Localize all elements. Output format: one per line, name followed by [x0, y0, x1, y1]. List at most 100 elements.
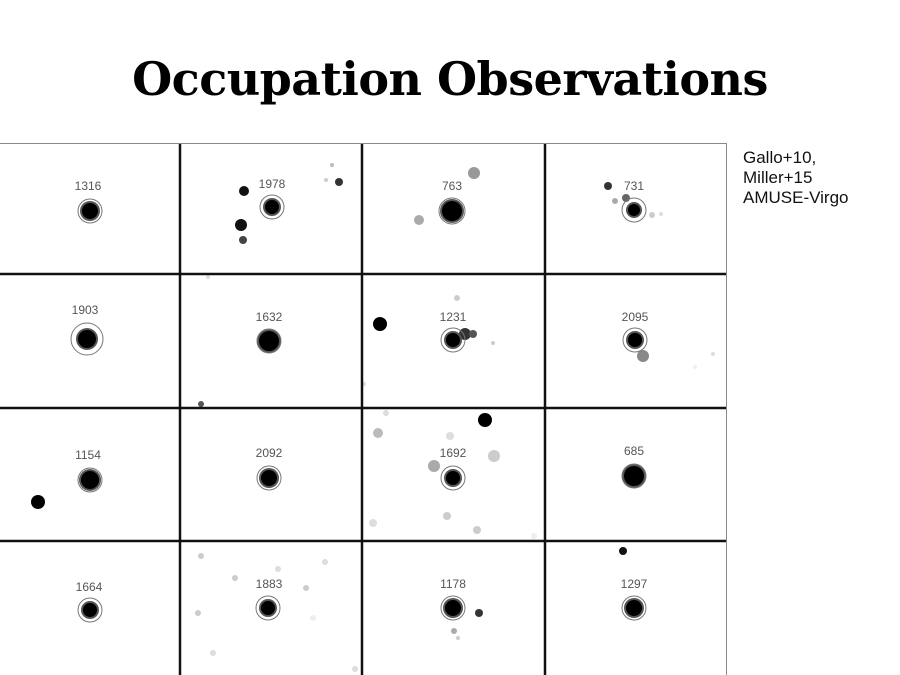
aperture-circle [256, 328, 282, 354]
panel-label: 1231 [440, 310, 467, 324]
xray-source-blob [468, 167, 480, 179]
xray-source-blob [206, 275, 210, 279]
xray-source-blob [456, 636, 460, 640]
xray-source-blob [659, 212, 663, 216]
nucleus-source [83, 603, 97, 617]
citation: Gallo+10, Miller+15 AMUSE-Virgo [743, 148, 849, 208]
xray-source-blob [693, 365, 697, 369]
nucleus-source [259, 331, 279, 351]
xray-source-blob [637, 350, 649, 362]
xray-source-blob [491, 341, 495, 345]
xray-panel: 1883 [180, 541, 362, 675]
xray-panel: 731 [545, 143, 727, 274]
panel-label: 1154 [75, 448, 101, 462]
nucleus-source [628, 333, 642, 347]
panel-label: 731 [624, 179, 644, 193]
xray-panel: 1632 [180, 274, 362, 408]
xray-source-blob [459, 328, 471, 340]
xray-source-blob [335, 178, 343, 186]
xray-panel: 1664 [0, 541, 180, 675]
aperture-circle [259, 194, 285, 220]
citation-line-2: Miller+15 [743, 168, 813, 187]
aperture-circle [438, 197, 466, 225]
nucleus-source [445, 600, 461, 616]
xray-source-blob [239, 186, 249, 196]
xray-panel: 1154 [0, 408, 180, 541]
xray-panel: 1297 [545, 541, 727, 675]
xray-panel: 685 [545, 408, 727, 541]
aperture-circle [77, 467, 103, 493]
xray-source-blob [454, 295, 460, 301]
xray-source-blob [373, 428, 383, 438]
xray-source-blob [303, 585, 309, 591]
panel-label: 1178 [440, 577, 466, 591]
xray-source-blob [310, 615, 316, 621]
panel-label: 1692 [440, 446, 467, 460]
xray-source-blob [373, 317, 387, 331]
nucleus-source [261, 470, 277, 486]
aperture-circle [621, 197, 647, 223]
panel-label: 1883 [256, 577, 283, 591]
xray-source-blob [475, 609, 483, 617]
xray-panel: 2095 [545, 274, 727, 408]
nucleus-source [624, 466, 644, 486]
aperture-circle [77, 198, 103, 224]
xray-source-blob [198, 401, 204, 407]
xray-source-blob [232, 575, 238, 581]
xray-source-blob [612, 198, 618, 204]
nucleus-source [626, 600, 642, 616]
nucleus-source [78, 330, 96, 348]
xray-image-grid: 1316 1978 763 731 1903 1632 1231 2095 1154 2092 16… [0, 143, 727, 675]
nucleus-source [446, 333, 460, 347]
xray-source-blob [383, 410, 389, 416]
nucleus-source [81, 471, 99, 489]
xray-source-blob [235, 219, 247, 231]
xray-panel: 1692 [362, 408, 545, 541]
panel-label: 1903 [72, 303, 99, 317]
xray-source-blob [198, 553, 204, 559]
xray-source-blob [330, 163, 334, 167]
slide-title: Occupation Observations [132, 52, 768, 106]
xray-source-blob [275, 566, 281, 572]
nucleus-source [442, 201, 462, 221]
xray-source-blob [473, 526, 481, 534]
xray-source-blob [531, 533, 537, 539]
xray-source-blob [369, 519, 377, 527]
xray-source-blob [711, 352, 715, 356]
aperture-circle [70, 322, 104, 356]
aperture-circle [77, 597, 103, 623]
xray-source-blob [443, 512, 451, 520]
xray-panel: 2092 [180, 408, 362, 541]
panel-label: 763 [442, 179, 462, 193]
xray-panel: 1978 [180, 143, 362, 274]
panel-label: 1978 [259, 177, 286, 191]
xray-source-blob [31, 495, 45, 509]
aperture-circle [440, 327, 466, 353]
xray-source-blob [619, 547, 627, 555]
nucleus-source [446, 471, 460, 485]
xray-panel: 1178 [362, 541, 545, 675]
panel-label: 2095 [622, 310, 649, 324]
xray-source-blob [446, 432, 454, 440]
xray-source-blob [478, 413, 492, 427]
aperture-circle [621, 595, 647, 621]
xray-source-blob [604, 182, 612, 190]
aperture-circle [621, 463, 647, 489]
aperture-circle [622, 327, 648, 353]
nucleus-source [261, 601, 275, 615]
panel-label: 1316 [75, 179, 102, 193]
panel-label: 1297 [621, 577, 648, 591]
aperture-circle [255, 595, 281, 621]
nucleus-source [82, 203, 98, 219]
xray-source-blob [322, 559, 328, 565]
xray-source-blob [239, 236, 247, 244]
xray-source-blob [649, 212, 655, 218]
xray-source-blob [414, 215, 424, 225]
nucleus-source [265, 200, 279, 214]
xray-panel: 763 [362, 143, 545, 274]
xray-source-blob [352, 666, 358, 672]
panel-label: 1632 [256, 310, 283, 324]
xray-source-blob [195, 610, 201, 616]
panel-label: 1664 [76, 580, 103, 594]
aperture-circle [440, 465, 466, 491]
